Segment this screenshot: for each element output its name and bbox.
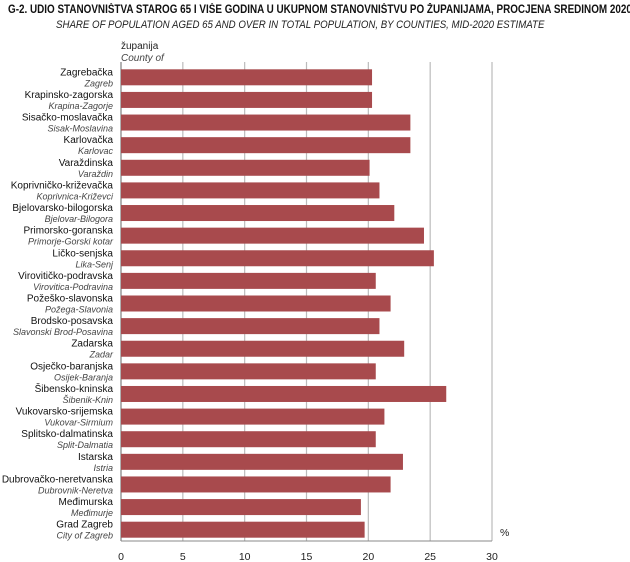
category-label-en: Sisak-Moslavina: [47, 124, 113, 134]
category-label: Međimurska: [59, 497, 114, 508]
bar: [121, 91, 373, 108]
category-label-en: Virovitica-Podravina: [33, 282, 113, 292]
bar: [121, 137, 411, 154]
bar: [121, 521, 365, 538]
category-label-en: Bjelovar-Bilogora: [45, 214, 113, 224]
chart-subtitle: SHARE OF POPULATION AGED 65 AND OVER IN …: [56, 19, 545, 31]
bar: [121, 385, 447, 402]
category-label-en: Osijek-Baranja: [54, 372, 113, 382]
bar: [121, 476, 391, 493]
category-label-en: Dubrovnik-Neretva: [38, 485, 113, 495]
bar: [121, 114, 411, 131]
bar: [121, 408, 385, 425]
category-axis-label-en: County of: [121, 53, 164, 64]
bar: [121, 363, 376, 380]
category-axis-label: županija: [121, 41, 159, 52]
category-label-en: Lika-Senj: [75, 259, 114, 269]
category-label-en: Požega-Slavonia: [45, 305, 113, 315]
category-label-en: Zagreb: [83, 78, 113, 88]
category-label: Zagrebačka: [60, 67, 113, 78]
bar: [121, 250, 434, 267]
category-label-en: Split-Dalmatia: [57, 440, 113, 450]
category-label: Požeško-slavonska: [27, 294, 114, 305]
category-label: Bjelovarsko-bilogorska: [12, 203, 113, 214]
x-tick-label: 15: [301, 551, 313, 562]
bar: [121, 69, 373, 86]
category-label: Istarska: [78, 452, 113, 463]
x-tick-label: 5: [180, 551, 186, 562]
category-label-en: Primorje-Gorski kotar: [28, 237, 114, 247]
bar: [121, 499, 361, 516]
x-tick-label: 20: [362, 551, 374, 562]
category-label: Koprivničko-križevačka: [11, 180, 114, 191]
category-label-en: Šibenik-Knin: [62, 395, 113, 405]
category-label-en: Koprivnica-Križevci: [36, 191, 114, 201]
bar: [121, 295, 391, 312]
category-label: Osječko-baranjska: [30, 361, 113, 372]
chart-title: G-2. UDIO STANOVNIŠTVA STAROG 65 I VIŠE …: [8, 4, 630, 16]
category-label: Primorsko-goranska: [24, 226, 114, 237]
category-label: Šibensko-kninska: [35, 382, 114, 395]
bar: [121, 318, 380, 335]
bar: [121, 453, 403, 470]
category-label: Vukovarsko-srijemska: [16, 407, 114, 418]
category-label-en: Slavonski Brod-Posavina: [13, 327, 113, 337]
category-label-en: Varaždin: [78, 169, 113, 179]
category-label-en: Međimurje: [71, 508, 113, 518]
category-label-en: Karlovac: [78, 146, 114, 156]
bar: [121, 227, 424, 244]
category-label: Varaždinska: [59, 158, 114, 169]
bar: [121, 159, 370, 176]
bar: [121, 272, 376, 289]
category-label: Karlovačka: [64, 135, 114, 146]
category-label-en: City of Zagreb: [56, 531, 113, 541]
x-tick-label: 0: [118, 551, 124, 562]
bar: [121, 431, 376, 448]
category-label: Krapinsko-zagorska: [25, 90, 114, 101]
category-label-en: Vukovar-Sirmium: [44, 418, 113, 428]
category-label-en: Zadar: [88, 350, 114, 360]
category-label: Brodsko-posavska: [31, 316, 114, 327]
bar: [121, 182, 380, 199]
bar: [121, 205, 395, 222]
x-tick-label: 30: [486, 551, 498, 562]
category-label: Splitsko-dalmatinska: [21, 429, 113, 440]
category-label: Grad Zagreb: [56, 520, 113, 531]
bar: [121, 340, 405, 357]
x-tick-label: 10: [239, 551, 251, 562]
x-axis-unit: %: [500, 527, 509, 539]
category-label-en: Krapina-Zagorje: [48, 101, 113, 111]
category-label: Virovitičko-podravska: [18, 271, 113, 282]
category-label: Sisačko-moslavačka: [22, 113, 114, 124]
category-label: Zadarska: [71, 339, 113, 350]
category-label: Ličko-senjska: [52, 248, 113, 259]
category-label-en: Istria: [93, 463, 113, 473]
x-tick-label: 25: [424, 551, 436, 562]
category-label: Dubrovačko-neretvanska: [2, 474, 114, 485]
